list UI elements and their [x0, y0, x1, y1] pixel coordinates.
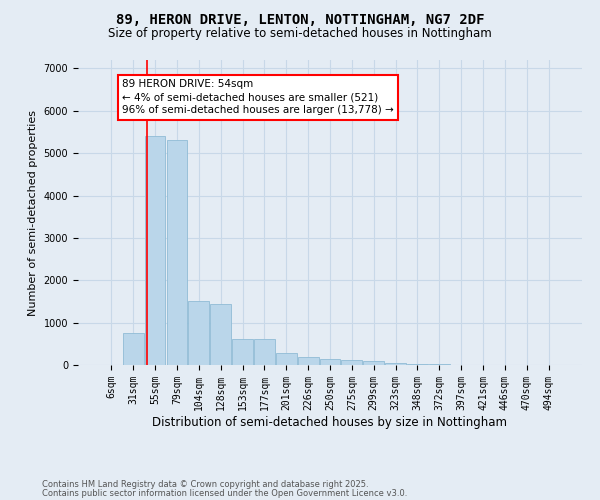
- Text: 89, HERON DRIVE, LENTON, NOTTINGHAM, NG7 2DF: 89, HERON DRIVE, LENTON, NOTTINGHAM, NG7…: [116, 12, 484, 26]
- Text: Contains HM Land Registry data © Crown copyright and database right 2025.: Contains HM Land Registry data © Crown c…: [42, 480, 368, 489]
- Bar: [145, 136, 166, 365]
- Text: Size of property relative to semi-detached houses in Nottingham: Size of property relative to semi-detach…: [108, 28, 492, 40]
- Bar: [276, 353, 296, 365]
- Bar: [254, 338, 275, 365]
- Bar: [341, 360, 362, 365]
- Bar: [188, 302, 209, 365]
- Bar: [123, 333, 143, 365]
- Text: 89 HERON DRIVE: 54sqm
← 4% of semi-detached houses are smaller (521)
96% of semi: 89 HERON DRIVE: 54sqm ← 4% of semi-detac…: [122, 79, 394, 116]
- Bar: [407, 364, 428, 365]
- Bar: [298, 356, 319, 365]
- Bar: [167, 140, 187, 365]
- Y-axis label: Number of semi-detached properties: Number of semi-detached properties: [28, 110, 38, 316]
- Bar: [320, 360, 340, 365]
- Text: Contains public sector information licensed under the Open Government Licence v3: Contains public sector information licen…: [42, 489, 407, 498]
- Bar: [210, 304, 231, 365]
- Bar: [232, 338, 253, 365]
- X-axis label: Distribution of semi-detached houses by size in Nottingham: Distribution of semi-detached houses by …: [152, 416, 508, 428]
- Bar: [364, 361, 384, 365]
- Bar: [385, 363, 406, 365]
- Bar: [429, 364, 450, 365]
